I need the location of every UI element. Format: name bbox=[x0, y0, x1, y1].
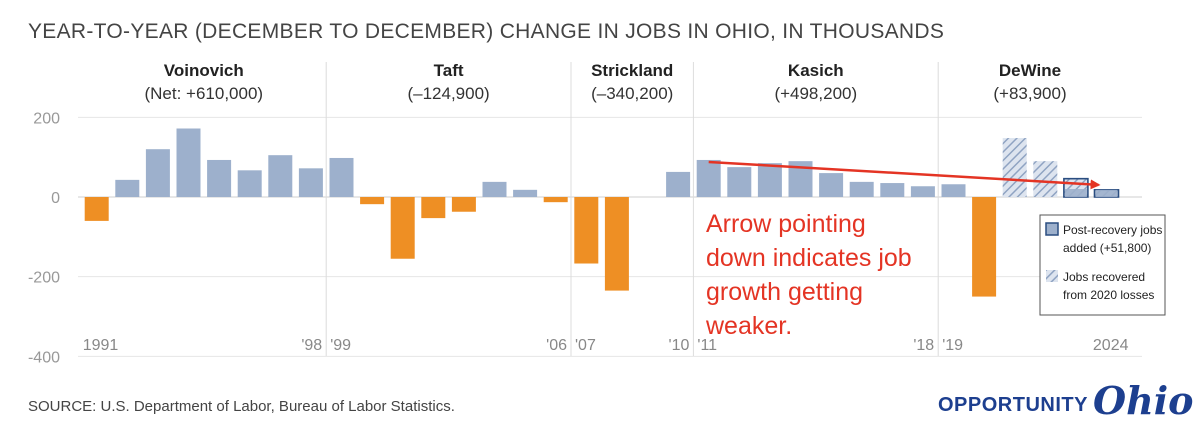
bar-2004 bbox=[482, 181, 507, 197]
bar-1997 bbox=[268, 155, 293, 197]
y-tick-label: -400 bbox=[28, 349, 60, 366]
bar-2015 bbox=[819, 173, 844, 197]
logo-word-opportunity: OPPORTUNITY bbox=[938, 394, 1088, 416]
bar-1995 bbox=[207, 159, 232, 197]
y-tick-label: 0 bbox=[51, 190, 60, 207]
bar-1992 bbox=[115, 179, 140, 197]
governor-net-change: (+83,900) bbox=[993, 84, 1066, 103]
legend-box bbox=[1039, 214, 1166, 316]
bar-2006 bbox=[543, 197, 568, 203]
trend-arrow bbox=[708, 160, 1101, 190]
x-tick-label: 1991 bbox=[83, 337, 119, 354]
x-tick-label: '11 bbox=[697, 337, 717, 354]
governor-name: Kasich bbox=[788, 61, 844, 80]
bar-2007 bbox=[574, 197, 599, 264]
x-tick-label: '07 bbox=[575, 337, 596, 354]
annotation-line: growth getting bbox=[706, 278, 863, 306]
legend-label: added (+51,800) bbox=[1063, 241, 1151, 255]
x-tick-label: '98 bbox=[301, 337, 322, 354]
source-note: SOURCE: U.S. Department of Labor, Bureau… bbox=[28, 398, 455, 415]
legend-label: Jobs recovered bbox=[1063, 270, 1145, 284]
governor-net-change: (Net: +610,000) bbox=[144, 84, 263, 103]
bar-1991 bbox=[84, 197, 109, 221]
bar-1996 bbox=[237, 170, 262, 197]
bar-2019 bbox=[941, 184, 966, 197]
governor-name: Taft bbox=[434, 61, 464, 80]
bar-2001 bbox=[390, 197, 415, 259]
bar-2022 bbox=[1033, 161, 1058, 197]
bar-2012 bbox=[727, 167, 752, 197]
chart-title: YEAR-TO-YEAR (DECEMBER TO DECEMBER) CHAN… bbox=[28, 20, 945, 43]
x-tick-label: '18 bbox=[913, 337, 934, 354]
legend-label: from 2020 losses bbox=[1063, 288, 1154, 302]
bar-1998 bbox=[298, 168, 323, 197]
x-tick-label: '10 bbox=[669, 337, 690, 354]
x-tick-label: 2024 bbox=[1093, 337, 1129, 354]
governor-net-change: (–340,200) bbox=[591, 84, 673, 103]
bar-2020 bbox=[972, 197, 997, 297]
governor-name: Voinovich bbox=[164, 61, 244, 80]
y-tick-label: -200 bbox=[28, 270, 60, 287]
bar-2017 bbox=[880, 183, 905, 197]
bar-2013 bbox=[757, 163, 782, 197]
bar-post-recovery-portion bbox=[1095, 189, 1118, 197]
governor-net-change: (+498,200) bbox=[774, 84, 857, 103]
x-tick-label: '06 bbox=[546, 337, 567, 354]
bar-2008 bbox=[604, 197, 629, 291]
y-tick-label: 200 bbox=[33, 110, 60, 127]
annotation-line: weaker. bbox=[705, 312, 792, 340]
bar-post-recovery-portion bbox=[1064, 189, 1087, 197]
x-tick-label: '99 bbox=[330, 337, 351, 354]
bar-2005 bbox=[513, 189, 538, 197]
bar-1994 bbox=[176, 128, 201, 197]
bar-2021 bbox=[1002, 138, 1027, 197]
bar-1999 bbox=[329, 157, 354, 197]
logo-word-ohio: Ohio bbox=[1093, 378, 1194, 423]
bar-2000 bbox=[360, 197, 385, 205]
bar-2011 bbox=[696, 159, 721, 197]
legend-swatch-post-recovery bbox=[1045, 222, 1059, 236]
bar-2018 bbox=[910, 186, 935, 197]
x-tick-label: '19 bbox=[942, 337, 963, 354]
bar-2010 bbox=[666, 171, 691, 197]
legend-label: Post-recovery jobs bbox=[1063, 223, 1162, 237]
governor-name: DeWine bbox=[999, 61, 1061, 80]
annotation-line: Arrow pointing bbox=[706, 210, 866, 238]
bar-1993 bbox=[145, 149, 170, 197]
governor-name: Strickland bbox=[591, 61, 673, 80]
bar-2016 bbox=[849, 181, 874, 197]
bar-2003 bbox=[451, 197, 476, 212]
legend-swatch-recovered bbox=[1046, 270, 1058, 282]
governor-net-change: (–124,900) bbox=[407, 84, 489, 103]
annotation-line: down indicates job bbox=[706, 244, 912, 272]
bar-2002 bbox=[421, 197, 446, 219]
